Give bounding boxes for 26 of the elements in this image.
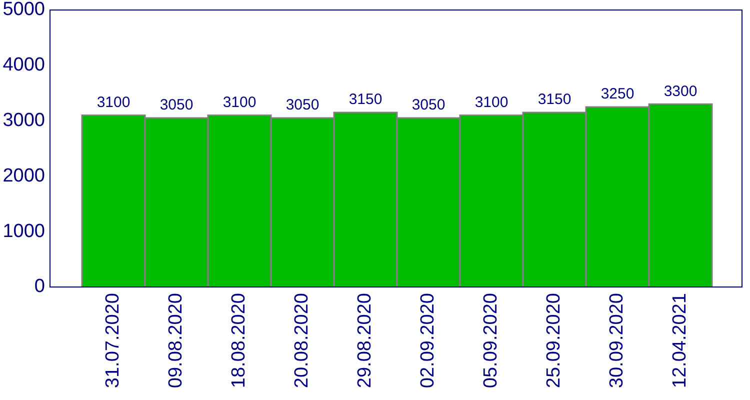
x-tick-label: 12.04.2021 bbox=[670, 293, 691, 388]
x-tick-label: 09.08.2020 bbox=[166, 293, 187, 388]
x-tick-label: 29.08.2020 bbox=[354, 293, 376, 388]
y-tick-label: 4000 bbox=[2, 54, 45, 76]
y-tick-label: 1000 bbox=[2, 220, 45, 242]
data-label: 3150 bbox=[538, 91, 572, 108]
y-tick-label: 3000 bbox=[2, 110, 45, 132]
y-tick-label: 0 bbox=[34, 276, 45, 298]
data-label: 3100 bbox=[474, 94, 508, 111]
x-tick-label: 18.08.2020 bbox=[228, 293, 250, 388]
data-label: 3300 bbox=[664, 82, 698, 100]
x-tick-label: 30.09.2020 bbox=[606, 293, 628, 388]
x-tick-label: 20.08.2020 bbox=[292, 293, 313, 388]
data-label: 3100 bbox=[96, 94, 130, 111]
data-label: 3250 bbox=[600, 86, 634, 103]
data-label: 3150 bbox=[348, 91, 382, 108]
x-tick-label: 31.07.2020 bbox=[102, 293, 124, 388]
data-label: 3050 bbox=[160, 96, 194, 114]
x-tick-label: 05.09.2020 bbox=[480, 293, 502, 388]
x-tick-label: 02.09.2020 bbox=[418, 293, 439, 388]
y-tick-label: 2000 bbox=[2, 165, 45, 186]
data-label: 3050 bbox=[412, 96, 446, 114]
data-label: 3050 bbox=[286, 96, 320, 114]
data-label: 3100 bbox=[222, 94, 256, 111]
y-tick-label: 5000 bbox=[2, 0, 45, 20]
x-tick-label: 25.09.2020 bbox=[544, 293, 565, 388]
